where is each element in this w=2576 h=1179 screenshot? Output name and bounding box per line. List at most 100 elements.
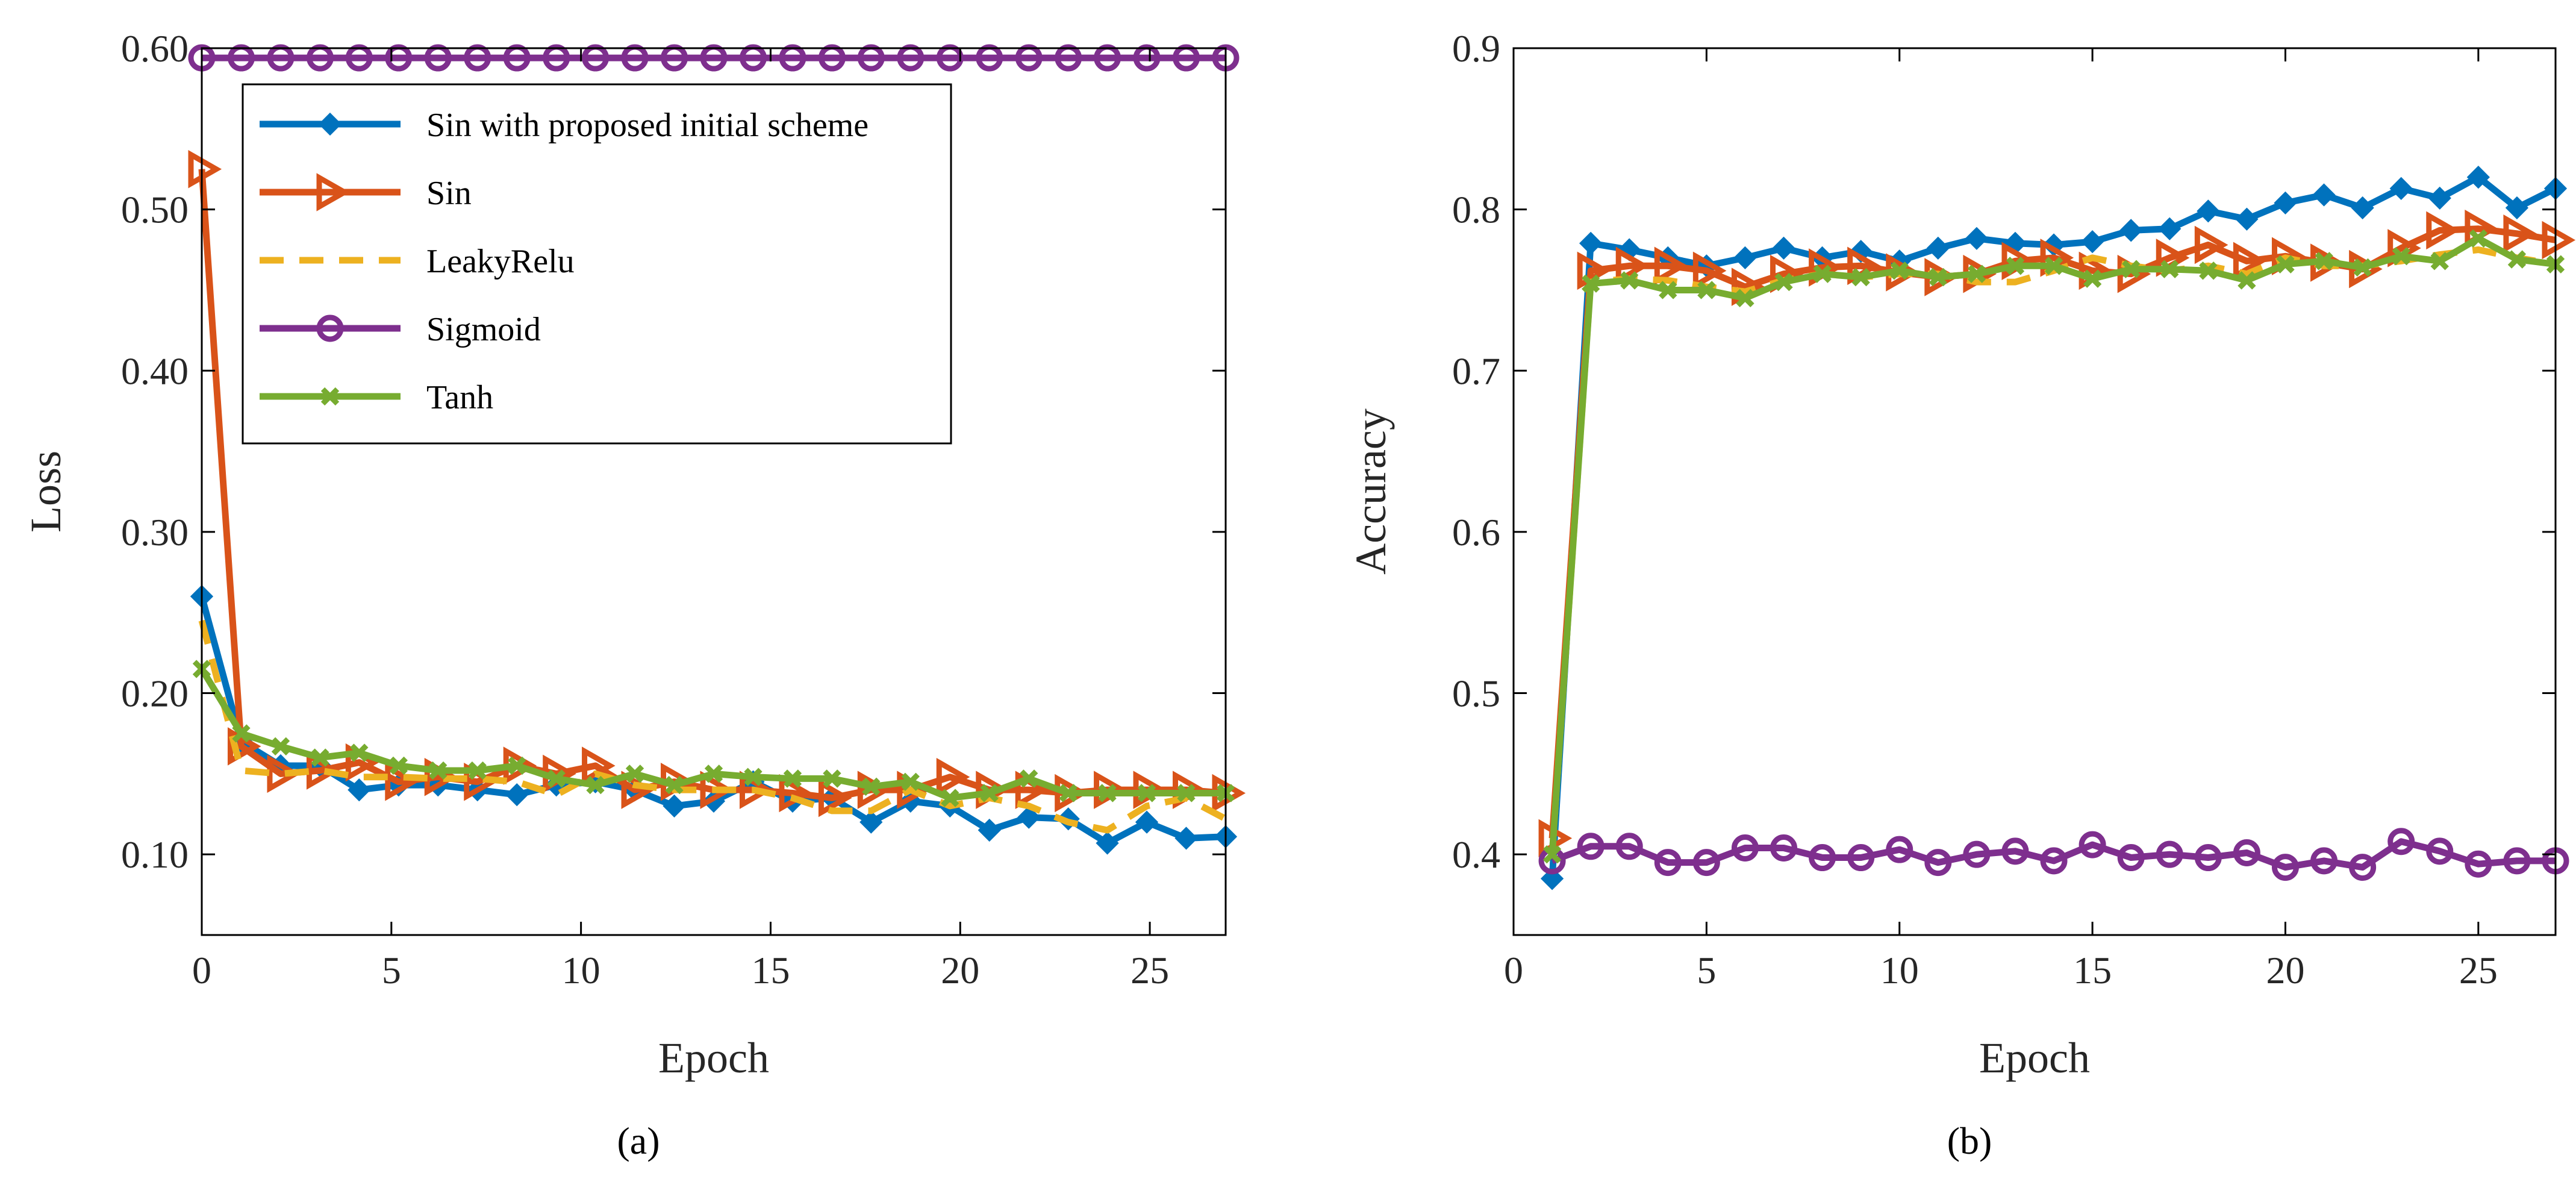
panel-a-axes-box <box>201 47 1227 936</box>
panel-b-point-sin-with-proposed-initial-scheme-24 <box>2466 165 2490 189</box>
panel-b-point-sigmoid-9 <box>1886 836 1913 863</box>
panel-b-point-sin-with-proposed-initial-scheme-18 <box>2235 207 2259 231</box>
panel-b-ticks: 0 5 10 15 20 25 0.4 0.5 0.6 0.7 0.8 0.9 <box>1452 27 2556 992</box>
panel-a-point-sigmoid-6 <box>424 44 452 72</box>
panel-a-y-tick-label-3: 0.40 <box>121 349 189 392</box>
panel-a-x-tick-label-1: 5 <box>382 949 401 992</box>
panel-a-point-tanh-14 <box>744 768 763 786</box>
panel-a-point-tanh-9 <box>547 769 566 788</box>
panel-b-y-tick-label-0: 0.4 <box>1452 833 1500 876</box>
panel-b-axes-box <box>1512 47 2557 936</box>
panel-a-point-sin-5 <box>385 762 419 801</box>
panel-a-y-tick-label-1: 0.20 <box>121 672 189 715</box>
legend: Sin with proposed initial scheme Sin Leaky… <box>242 83 952 445</box>
panel-b-point-tanh-23 <box>2430 252 2449 271</box>
panel-b-point-sin-with-proposed-initial-scheme-10 <box>1926 236 1950 260</box>
panel-a-point-tanh-10 <box>586 775 605 795</box>
panel-b-point-tanh-8 <box>1851 267 1870 287</box>
panel-a-y-tick-label-0: 0.10 <box>121 833 189 876</box>
panel-a-series-sigmoid <box>188 44 1240 72</box>
panel-a-series-sin-with-proposed-initial-scheme <box>190 584 1238 855</box>
panel-b-y-tick-label-2: 0.6 <box>1452 511 1500 554</box>
panel-a-point-sigmoid-4 <box>345 44 373 72</box>
panel-b-x-tick-label-3: 15 <box>2073 949 2112 992</box>
panel-b-point-sigmoid-6 <box>1770 834 1798 862</box>
panel-a-series-tanh <box>192 660 1235 807</box>
legend-item-tanh: Tanh <box>260 379 493 416</box>
panel-a-loss-chart: 0 5 10 15 20 25 0.10 0.20 0.30 0.40 0.50 0.60 Epoch… <box>22 27 1246 1162</box>
panel-b-point-sin-with-proposed-initial-scheme-6 <box>1772 236 1795 260</box>
panel-b-point-sigmoid-21 <box>2349 854 2377 881</box>
panel-b-point-sigmoid-3 <box>1654 849 1682 877</box>
panel-a-y-tick-label-4: 0.50 <box>121 189 189 231</box>
panel-a-point-sin-with-proposed-initial-scheme-25 <box>1174 827 1198 850</box>
panel-b-point-sin-with-proposed-initial-scheme-20 <box>2312 183 2336 207</box>
panel-a-point-tanh-8 <box>508 756 526 775</box>
panel-a-point-sigmoid-15 <box>779 44 806 72</box>
panel-b-point-sin-with-proposed-initial-scheme-11 <box>1965 227 1989 250</box>
panel-b-x-tick-label-2: 10 <box>1880 949 1919 992</box>
panel-b-series <box>1538 165 2576 890</box>
legend-marker-sigmoid <box>316 314 344 342</box>
panel-b-point-sin-with-proposed-initial-scheme-15 <box>2119 219 2143 242</box>
panel-b-point-sigmoid-15 <box>2117 844 2145 872</box>
panel-a-y-tick-label-2: 0.30 <box>121 511 189 554</box>
panel-a-point-sin-1 <box>227 727 261 766</box>
panel-b-line-sigmoid <box>1551 838 2556 871</box>
panel-b-point-sigmoid-4 <box>1692 849 1720 877</box>
panel-a-point-sin-0 <box>188 149 222 189</box>
panel-b-series-leakyrelu <box>1548 246 2556 855</box>
legend-box <box>242 83 952 445</box>
panel-a-point-sigmoid-18 <box>897 44 925 72</box>
panel-b-point-tanh-16 <box>2160 260 2179 278</box>
panel-a-x-tick-label-2: 10 <box>562 949 600 992</box>
panel-b-x-tick-label-5: 25 <box>2459 949 2498 992</box>
panel-a-point-sigmoid-5 <box>385 44 413 72</box>
panel-a-point-tanh-21 <box>1020 769 1038 788</box>
panel-a-point-tanh-19 <box>941 789 959 807</box>
panel-b-point-tanh-25 <box>2507 250 2527 269</box>
panel-b-accuracy-chart: 0 5 10 15 20 25 0.4 0.5 0.6 0.7 0.8 0.9 Epoch Accur… <box>1347 27 2576 1162</box>
panel-a-point-tanh-22 <box>1059 784 1077 802</box>
legend-marker-tanh <box>320 387 340 406</box>
panel-a-point-sin-with-proposed-initial-scheme-12 <box>663 794 686 818</box>
panel-a-point-sin-with-proposed-initial-scheme-8 <box>505 783 529 807</box>
panel-b-point-tanh-24 <box>2469 229 2488 248</box>
panel-b-point-sin-4 <box>1692 251 1727 290</box>
panel-a-point-tanh-13 <box>704 765 723 783</box>
legend-marker-sin-with-proposed-initial-scheme <box>318 112 342 136</box>
panel-a-point-tanh-3 <box>311 748 329 767</box>
panel-b-point-sigmoid-10 <box>1924 849 1952 877</box>
panel-b-y-axis-label: Accuracy <box>1347 408 1395 575</box>
panel-b-point-tanh-12 <box>2006 257 2025 275</box>
panel-a-point-sigmoid-22 <box>1055 44 1082 72</box>
panel-b-x-tick-label-0: 0 <box>1504 949 1523 992</box>
panel-a-point-sigmoid-13 <box>700 44 728 72</box>
panel-a-point-sin-19 <box>936 757 970 796</box>
panel-b-point-sin-26 <box>2542 220 2576 260</box>
panel-a-point-tanh-25 <box>1177 784 1196 802</box>
panel-b-caption: (b) <box>1947 1119 1992 1162</box>
panel-b-point-sin-with-proposed-initial-scheme-16 <box>2158 217 2181 240</box>
legend-item-leakyrelu: LeakyRelu <box>260 243 575 280</box>
panel-b-point-sin-17 <box>2194 225 2228 264</box>
panel-a-point-tanh-1 <box>232 724 251 743</box>
panel-b-point-sin-with-proposed-initial-scheme-22 <box>2389 177 2413 200</box>
panel-b-point-tanh-19 <box>2276 255 2295 274</box>
panel-b-point-sin-with-proposed-initial-scheme-1 <box>1579 231 1603 255</box>
panel-b-point-tanh-13 <box>2044 257 2063 275</box>
panel-b-point-sigmoid-1 <box>1577 833 1605 860</box>
panel-b-point-tanh-0 <box>1542 845 1562 864</box>
panel-a-point-sigmoid-20 <box>976 44 1003 72</box>
panel-a-caption: (a) <box>617 1119 660 1162</box>
panel-a-point-tanh-16 <box>823 769 841 788</box>
panel-a-x-tick-label-0: 0 <box>192 949 211 992</box>
panel-a-point-sigmoid-21 <box>1015 44 1043 72</box>
panel-a-point-sigmoid-24 <box>1133 44 1161 72</box>
panel-b-point-sigmoid-18 <box>2233 839 2260 867</box>
panel-a-point-sin-2 <box>267 754 301 793</box>
panel-b-point-sigmoid-7 <box>1809 844 1836 872</box>
panel-b-point-sigmoid-19 <box>2271 854 2299 881</box>
panel-b-point-sin-25 <box>2503 214 2537 253</box>
